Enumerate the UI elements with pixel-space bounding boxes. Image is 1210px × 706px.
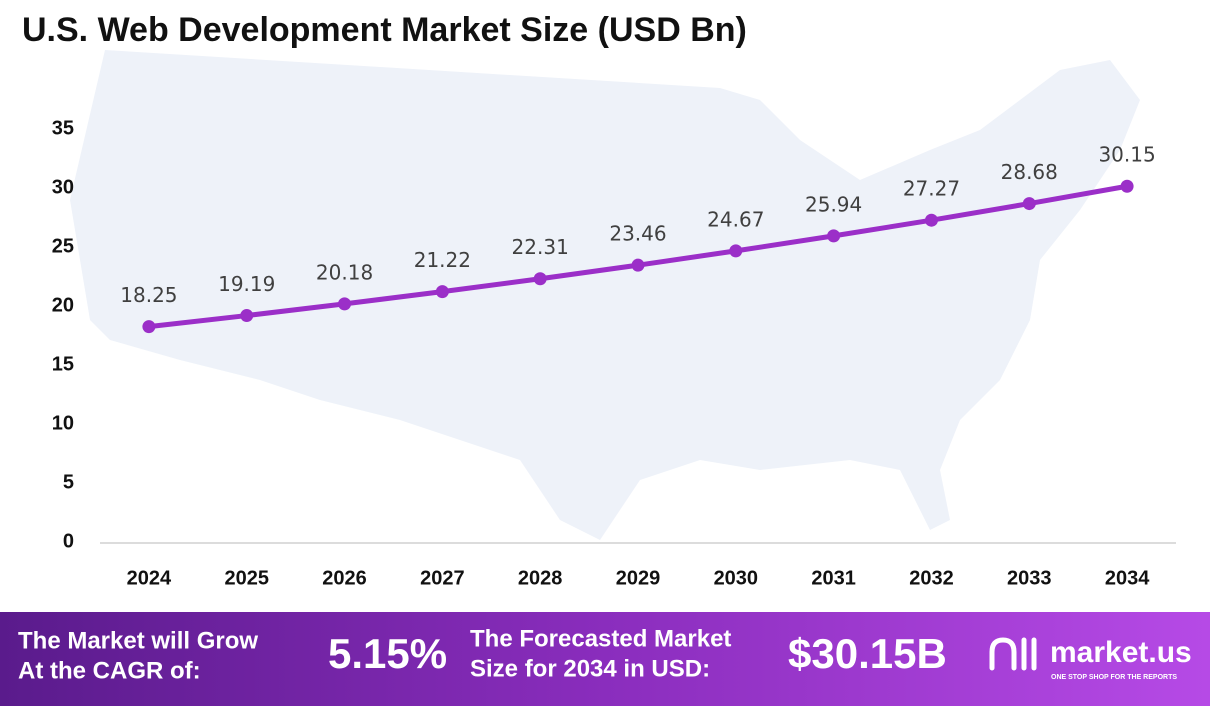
y-tick-label: 25 bbox=[52, 235, 74, 257]
value-label: 21.22 bbox=[414, 248, 471, 272]
value-label: 24.67 bbox=[707, 207, 764, 231]
value-label: 30.15 bbox=[1098, 143, 1155, 167]
x-tick-label: 2032 bbox=[909, 567, 954, 589]
cagr-label: At the CAGR of: bbox=[18, 657, 201, 684]
value-label: 20.18 bbox=[316, 260, 373, 284]
x-tick-label: 2024 bbox=[127, 567, 172, 589]
value-label: 22.31 bbox=[512, 235, 569, 259]
value-label: 19.19 bbox=[218, 272, 275, 296]
x-tick-label: 2029 bbox=[616, 567, 661, 589]
y-tick-label: 35 bbox=[52, 117, 74, 139]
x-tick-label: 2025 bbox=[224, 567, 269, 589]
marker bbox=[240, 309, 254, 323]
x-tick-label: 2031 bbox=[811, 567, 856, 589]
marker bbox=[1022, 197, 1036, 211]
chart-title: U.S. Web Development Market Size (USD Bn… bbox=[22, 11, 747, 49]
x-tick-label: 2033 bbox=[1007, 567, 1052, 589]
value-label: 28.68 bbox=[1001, 160, 1058, 184]
brand-logo bbox=[989, 637, 1037, 671]
marker bbox=[435, 285, 449, 299]
marker bbox=[631, 258, 645, 272]
x-tick-label: 2034 bbox=[1105, 567, 1150, 589]
x-tick-label: 2028 bbox=[518, 567, 563, 589]
banner bbox=[0, 612, 1210, 706]
value-label: 23.46 bbox=[609, 222, 666, 246]
forecast-value: $30.15B bbox=[788, 630, 947, 677]
y-tick-label: 5 bbox=[63, 471, 74, 493]
value-label: 18.25 bbox=[120, 283, 177, 307]
cagr-label: The Market will Grow bbox=[18, 627, 258, 654]
y-tick-label: 0 bbox=[63, 530, 74, 552]
y-tick-label: 10 bbox=[52, 412, 74, 434]
x-tick-label: 2026 bbox=[322, 567, 367, 589]
value-label: 27.27 bbox=[903, 177, 960, 201]
marker bbox=[729, 244, 743, 258]
forecast-label: Size for 2034 in USD: bbox=[470, 655, 710, 682]
marker bbox=[533, 272, 547, 286]
y-tick-label: 20 bbox=[52, 294, 74, 316]
brand-tagline: ONE STOP SHOP FOR THE REPORTS bbox=[1051, 674, 1177, 681]
map-background bbox=[70, 50, 1140, 540]
marker bbox=[827, 229, 841, 243]
marker bbox=[1120, 179, 1134, 193]
marker bbox=[142, 320, 156, 334]
y-tick-label: 30 bbox=[52, 176, 74, 198]
value-label: 25.94 bbox=[805, 192, 862, 216]
brand-name: market.us bbox=[1050, 636, 1192, 669]
x-tick-label: 2030 bbox=[714, 567, 759, 589]
y-tick-label: 15 bbox=[52, 353, 74, 375]
x-tick-label: 2027 bbox=[420, 567, 465, 589]
marker bbox=[924, 213, 938, 227]
forecast-label: The Forecasted Market bbox=[470, 625, 731, 652]
marker bbox=[338, 297, 352, 311]
cagr-value: 5.15% bbox=[328, 630, 447, 677]
